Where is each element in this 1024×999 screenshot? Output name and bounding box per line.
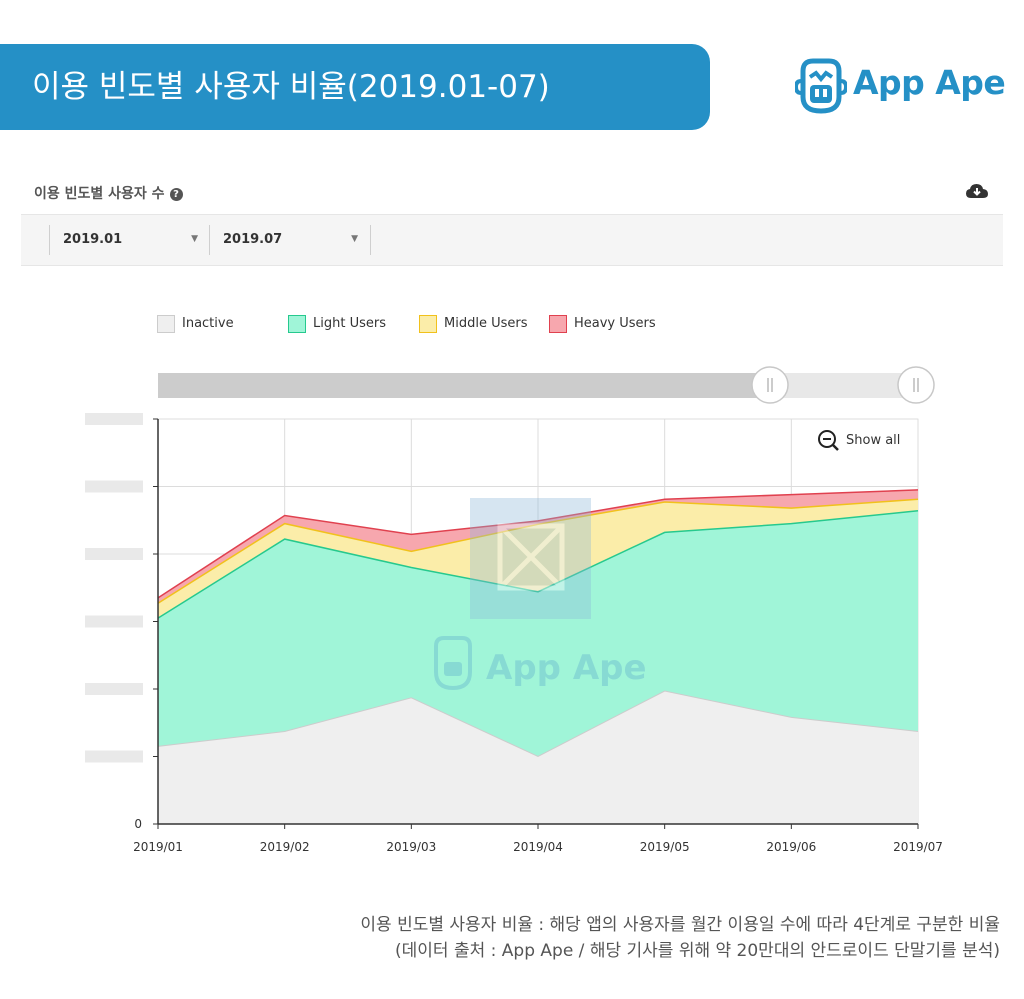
x-tick-label: 2019/01 xyxy=(133,840,183,854)
y-tick-label-masked xyxy=(85,548,143,560)
end-month-select[interactable]: 2019.07 ▼ xyxy=(209,225,371,255)
legend-swatch-light-users xyxy=(288,315,306,333)
title-banner: 이용 빈도별 사용자 비율(2019.01-07) xyxy=(0,44,710,130)
legend-swatch-middle-users xyxy=(419,315,437,333)
zoom-out-icon xyxy=(818,430,836,448)
legend-swatch-inactive xyxy=(157,315,175,333)
start-month-select[interactable]: 2019.01 ▼ xyxy=(49,225,210,255)
watermark-box xyxy=(470,498,591,619)
y-tick-label-masked xyxy=(85,750,143,763)
x-tick-label: 2019/06 xyxy=(766,840,816,854)
y-tick-label-masked xyxy=(85,683,143,695)
caption-line-1: 이용 빈도별 사용자 비율 : 해당 앱의 사용자를 월간 이용일 수에 따라 … xyxy=(360,915,1000,935)
watermark: App Ape xyxy=(434,498,647,691)
start-month-value: 2019.01 xyxy=(63,232,123,247)
watermark-monkey-icon xyxy=(434,636,472,691)
chevron-down-icon: ▼ xyxy=(351,234,358,244)
app-ape-logo: App Ape xyxy=(795,57,1006,115)
slider-handle-right[interactable] xyxy=(897,366,935,404)
y-tick-label: 0 xyxy=(134,817,142,831)
x-tick-label: 2019/07 xyxy=(893,840,943,854)
cloud-download-icon[interactable] xyxy=(966,183,988,201)
slider-handle-left[interactable] xyxy=(751,366,789,404)
x-tick-label: 2019/05 xyxy=(640,840,690,854)
section-title: 이용 빈도별 사용자 수? xyxy=(34,183,183,203)
monkey-face-icon xyxy=(795,58,847,114)
area-light-users xyxy=(158,510,918,757)
area-middle-users xyxy=(158,499,918,619)
legend-label-inactive: Inactive xyxy=(182,316,234,331)
stacked-area-chart: 0 2019/01 2019/02 2019/03 2019/04 2019/05 2019… xyxy=(85,366,943,854)
end-month-value: 2019.07 xyxy=(223,232,283,247)
y-tick-label-masked xyxy=(85,480,143,493)
line-heavy-users xyxy=(157,489,919,599)
watermark-text: App Ape xyxy=(486,648,647,688)
x-tick-label: 2019/03 xyxy=(386,840,436,854)
question-circle-icon[interactable]: ? xyxy=(169,188,183,201)
show-all-label: Show all xyxy=(846,433,900,448)
filter-bar: 2019.01 ▼ 2019.07 ▼ xyxy=(21,214,1003,266)
caption-line-2: (데이터 출처 : App Ape / 해당 기사를 위해 약 20만대의 안드… xyxy=(395,941,1000,961)
x-tick-label: 2019/04 xyxy=(513,840,563,854)
slider-selected-range xyxy=(158,373,770,398)
page-title: 이용 빈도별 사용자 비율(2019.01-07) xyxy=(32,69,550,105)
legend-label-middle-users: Middle Users xyxy=(444,316,528,331)
x-tick-label: 2019/02 xyxy=(260,840,310,854)
chevron-down-icon: ▼ xyxy=(191,234,198,244)
section-title-text: 이용 빈도별 사용자 수 xyxy=(34,186,165,202)
y-tick-label-masked xyxy=(85,615,143,628)
legend-label-heavy-users: Heavy Users xyxy=(574,316,656,331)
area-inactive xyxy=(158,691,918,824)
caption: 이용 빈도별 사용자 비율 : 해당 앱의 사용자를 월간 이용일 수에 따라 … xyxy=(360,912,1000,964)
area-heavy-users xyxy=(158,489,918,604)
legend-swatch-heavy-users xyxy=(549,315,567,333)
range-slider[interactable] xyxy=(158,366,935,404)
show-all-button[interactable]: Show all xyxy=(818,430,900,451)
legend-label-light-users: Light Users xyxy=(313,316,386,331)
watermark-crossed-square-icon xyxy=(497,523,565,591)
logo-text: App Ape xyxy=(853,63,1006,102)
y-tick-label-masked xyxy=(85,413,143,425)
